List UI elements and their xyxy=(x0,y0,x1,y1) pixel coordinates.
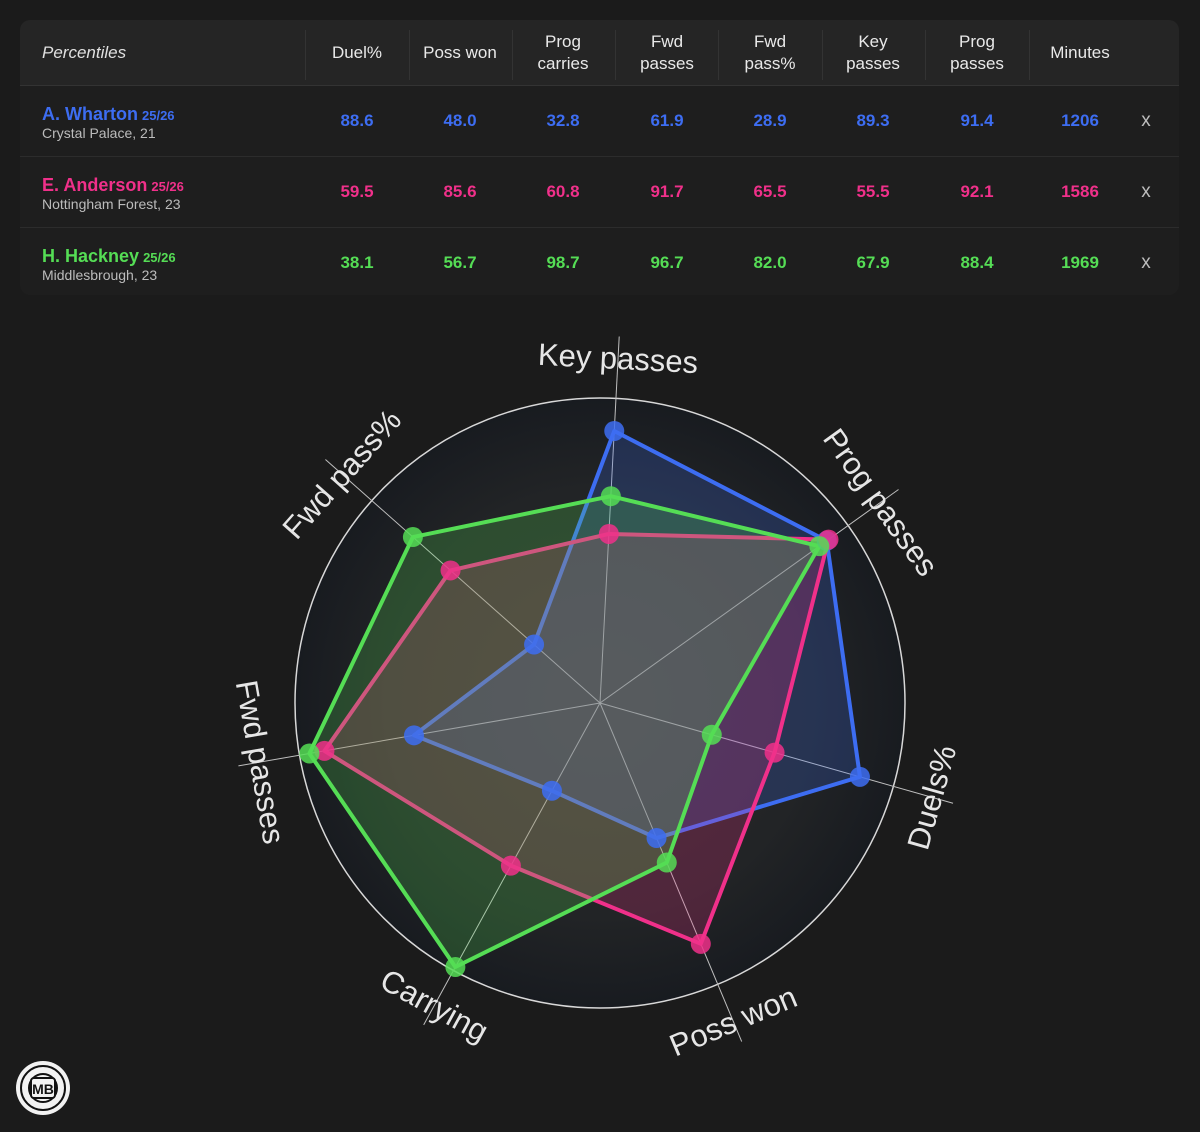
column-header-poss-won[interactable]: Poss won xyxy=(423,42,497,62)
column-header-prog-passes[interactable]: Prog passes xyxy=(950,31,1004,73)
radar-point xyxy=(445,957,466,978)
stat-cell-key-passes: 89.3 xyxy=(856,110,890,130)
stat-cell-fwd-pass-pct: 65.5 xyxy=(753,181,787,201)
radar-spoke xyxy=(599,336,620,704)
stat-cell-fwd-pass-pct: 28.9 xyxy=(753,110,787,130)
remove-player-button[interactable]: x xyxy=(1141,109,1151,131)
stat-cell-prog-passes: 91.4 xyxy=(960,110,994,130)
radar-point xyxy=(403,725,424,746)
stat-cell-prog-passes: 88.4 xyxy=(960,252,994,272)
column-divider xyxy=(512,30,513,80)
radar-point xyxy=(402,527,423,548)
svg-text:MB: MB xyxy=(32,1081,54,1097)
percentiles-table: Percentiles Duel% Poss won Prog carries Fwd… xyxy=(20,20,1179,295)
radar-point xyxy=(690,933,711,954)
stat-cell-prog-carries: 98.7 xyxy=(546,252,580,272)
column-divider xyxy=(925,30,926,80)
column-header-fwd-passes[interactable]: Fwd passes xyxy=(640,31,694,73)
player-season: 25/26 xyxy=(143,250,176,265)
radar-series-area-1 xyxy=(322,531,831,946)
column-divider xyxy=(1029,30,1030,80)
remove-player-button[interactable]: x xyxy=(1141,180,1151,202)
radar-point xyxy=(849,766,870,787)
stat-cell-duel-pct: 59.5 xyxy=(340,181,374,201)
player-name[interactable]: E. Anderson 25/26 xyxy=(42,175,184,196)
radar-series-area-0 xyxy=(411,429,862,841)
radar-point xyxy=(764,742,785,763)
radar-point xyxy=(524,634,545,655)
mb-logo: MB xyxy=(14,1059,72,1117)
radar-axis-label: Key passes xyxy=(537,337,699,380)
stat-cell-fwd-pass-pct: 82.0 xyxy=(753,252,787,272)
column-header-duel-pct[interactable]: Duel% xyxy=(331,42,383,62)
player-row: H. Hackney 25/26 Middlesbrough, 23 38.1 56.7… xyxy=(20,227,1179,298)
stat-cell-key-passes: 55.5 xyxy=(856,181,890,201)
stat-cell-minutes: 1586 xyxy=(1061,181,1099,201)
stat-cell-poss-won: 48.0 xyxy=(443,110,477,130)
player-season: 25/26 xyxy=(151,179,184,194)
column-divider xyxy=(305,30,306,80)
stat-cell-prog-carries: 32.8 xyxy=(546,110,580,130)
radar-point xyxy=(598,523,619,544)
radar-point xyxy=(600,486,621,507)
player-row: E. Anderson 25/26 Nottingham Forest, 23 59.… xyxy=(20,156,1179,228)
stat-cell-duel-pct: 88.6 xyxy=(340,110,374,130)
column-header-minutes[interactable]: Minutes xyxy=(1050,42,1110,62)
radar-point xyxy=(656,852,677,873)
radar-series-area-2 xyxy=(307,494,822,970)
stat-cell-minutes: 1969 xyxy=(1061,252,1099,272)
radar-spoke xyxy=(599,489,899,704)
radar-point xyxy=(299,743,320,764)
player-name-text: E. Anderson xyxy=(42,175,148,195)
stat-cell-poss-won: 56.7 xyxy=(443,252,477,272)
player-name[interactable]: A. Wharton 25/26 xyxy=(42,104,175,125)
radar-point xyxy=(646,828,667,849)
stat-cell-key-passes: 67.9 xyxy=(856,252,890,272)
column-divider xyxy=(615,30,616,80)
player-club: Middlesbrough, 23 xyxy=(42,267,158,283)
percentiles-header-label: Percentiles xyxy=(42,42,127,62)
radar-spoke xyxy=(325,459,601,704)
remove-player-button[interactable]: x xyxy=(1141,251,1151,273)
column-header-fwd-pass-pct[interactable]: Fwd pass% xyxy=(744,31,796,73)
player-name-text: A. Wharton xyxy=(42,104,138,124)
column-divider xyxy=(822,30,823,80)
radar-point xyxy=(314,740,335,761)
stat-cell-minutes: 1206 xyxy=(1061,110,1099,130)
column-header-key-passes[interactable]: Key passes xyxy=(846,31,900,73)
stat-cell-prog-passes: 92.1 xyxy=(960,181,994,201)
radar-point xyxy=(440,560,461,581)
stat-cell-poss-won: 85.6 xyxy=(443,181,477,201)
table-header: Percentiles Duel% Poss won Prog carries Fwd… xyxy=(20,20,1179,86)
stat-cell-prog-carries: 60.8 xyxy=(546,181,580,201)
radar-axis-label: Duels% xyxy=(900,741,963,853)
stat-cell-fwd-passes: 96.7 xyxy=(650,252,684,272)
radar-point xyxy=(701,724,722,745)
stat-cell-duel-pct: 38.1 xyxy=(340,252,374,272)
player-name[interactable]: H. Hackney 25/26 xyxy=(42,246,176,267)
stat-cell-fwd-passes: 91.7 xyxy=(650,181,684,201)
player-name-text: H. Hackney xyxy=(42,246,140,266)
radar-axis-label: Fwd passes xyxy=(229,678,292,847)
radar-point xyxy=(500,855,521,876)
column-divider xyxy=(409,30,410,80)
column-divider xyxy=(718,30,719,80)
radar-point xyxy=(541,780,562,801)
player-season: 25/26 xyxy=(142,108,175,123)
radar-spoke xyxy=(599,702,743,1042)
player-club: Crystal Palace, 21 xyxy=(42,125,156,141)
stat-cell-fwd-passes: 61.9 xyxy=(650,110,684,130)
column-header-prog-carries[interactable]: Prog carries xyxy=(537,31,589,73)
player-club: Nottingham Forest, 23 xyxy=(42,196,181,212)
player-row: A. Wharton 25/26 Crystal Palace, 21 88.6 48.… xyxy=(20,85,1179,157)
radar-point xyxy=(809,536,830,557)
radar-point xyxy=(604,421,625,442)
